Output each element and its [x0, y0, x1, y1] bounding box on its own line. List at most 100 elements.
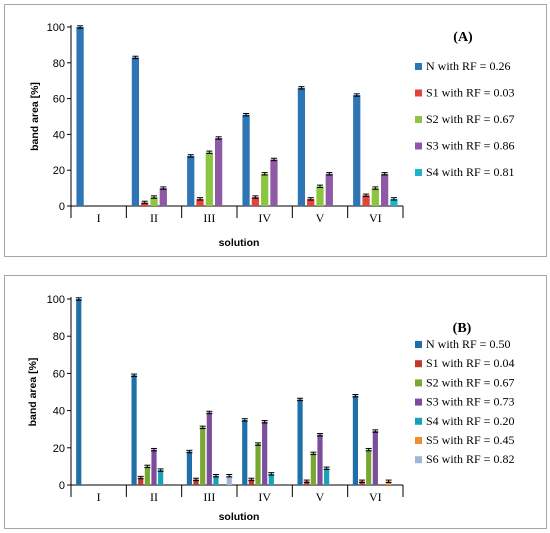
chart-a-bar: [242, 114, 250, 206]
chart-b-bar: [213, 475, 219, 485]
chart-b-category-label: III: [203, 490, 215, 504]
chart-b-y-tick-label: 100: [47, 294, 65, 306]
chart-a-y-tick-label: 100: [47, 22, 65, 34]
chart-b-y-tick-label: 20: [53, 443, 65, 455]
chart-panel-a: 0 20 40 60 80 100 band area [%] solution I II III I…: [4, 4, 547, 257]
chart-b-legend-swatch: [415, 417, 422, 425]
chart-a-category-label: VI: [369, 211, 382, 225]
chart-b-bar: [304, 481, 310, 485]
chart-b-legend-label: S6 with RF = 0.82: [426, 452, 514, 466]
chart-b-bar: [226, 475, 232, 485]
chart-a-bar: [150, 197, 158, 206]
chart-a-bar: [187, 155, 195, 206]
chart-b-legend-swatch: [415, 398, 422, 406]
chart-b-bar: [206, 412, 212, 485]
chart-panel-b: 0 20 40 60 80 100 band area [%] solution I II III I…: [4, 275, 547, 529]
chart-b-y-tick-label: 40: [53, 406, 65, 418]
chart-a-y-tick-label: 40: [53, 129, 65, 141]
chart-a-y-tick-label: 20: [53, 165, 65, 177]
chart-b-bar: [255, 444, 261, 485]
chart-b-legend-label: S4 with RF = 0.20: [426, 414, 514, 428]
chart-b-legend-label: S1 with RF = 0.04: [426, 356, 514, 370]
chart-a-bar: [131, 57, 140, 207]
chart-a-bar: [251, 197, 259, 206]
chart-b-legend-label: S2 with RF = 0.67: [426, 375, 514, 389]
chart-a-bar: [196, 198, 204, 206]
chart-a-y-tick-label: 0: [59, 201, 65, 213]
chart-b-bar: [324, 468, 330, 485]
chart-b-category-label: II: [150, 490, 158, 504]
chart-b-bar: [158, 470, 164, 485]
chart-b-legend-label: S3 with RF = 0.73: [426, 395, 514, 409]
chart-a-bar: [205, 152, 213, 206]
chart-b-bar: [268, 473, 274, 485]
chart-a-legend-label: S4 with RF = 0.81: [426, 165, 514, 179]
chart-b-y-tick-label: 0: [59, 480, 65, 492]
chart-a-legend-swatch: [415, 169, 422, 176]
chart-b-bar: [144, 466, 150, 485]
chart-b-y-tick-label: 60: [53, 368, 65, 380]
chart-b-bar: [297, 399, 303, 485]
chart-b-category-label: IV: [258, 490, 271, 504]
chart-b-title: (B): [453, 321, 472, 336]
chart-a-bar: [261, 173, 269, 206]
chart-a-bar: [316, 186, 324, 206]
chart-b-bar: [386, 481, 392, 485]
chart-b-bar: [242, 419, 248, 485]
chart-b-y-axis-label: band area [%]: [27, 358, 39, 427]
chart-a-legend-swatch: [415, 63, 422, 70]
chart-a-legend-label: S3 with RF = 0.86: [426, 139, 514, 153]
chart-b-bar: [310, 453, 316, 485]
chart-a-category-label: I: [97, 211, 101, 225]
chart-a-legend-label: S1 with RF = 0.03: [426, 86, 514, 100]
chart-a-bar: [325, 173, 333, 206]
chart-b-bar: [186, 451, 193, 485]
chart-a-title: (A): [453, 30, 473, 45]
chart-b-bar: [352, 395, 359, 485]
chart-b-legend-swatch: [415, 437, 422, 444]
chart-b-bar: [151, 449, 157, 485]
chart-a-bar: [353, 95, 361, 206]
chart-a-bar: [297, 87, 306, 206]
chart-a-bar: [270, 159, 278, 206]
chart-a-bar: [159, 188, 167, 206]
chart-a-category-label: III: [203, 211, 215, 225]
chart-b-bar: [76, 299, 82, 485]
chart-a-category-label: II: [150, 211, 158, 225]
chart-b-bar: [366, 449, 372, 485]
chart-b-bar: [193, 479, 199, 485]
chart-a-bar: [141, 202, 149, 206]
chart-b-category-label: V: [316, 490, 325, 504]
chart-b-bar: [262, 421, 268, 485]
chart-b-category-label: I: [97, 490, 101, 504]
chart-a-category-label: IV: [258, 211, 271, 225]
chart-b-bar: [131, 375, 137, 485]
chart-a-bar: [362, 195, 370, 206]
chart-a-y-axis-label: band area [%]: [29, 82, 41, 151]
chart-a-x-axis-label: solution: [219, 237, 260, 249]
chart-b-legend-swatch: [415, 341, 422, 348]
chart-b-legend-swatch: [415, 379, 422, 387]
chart-b-bar: [200, 427, 206, 485]
chart-a-y-tick-label: 80: [53, 58, 65, 70]
chart-a-legend-label: N with RF = 0.26: [426, 59, 510, 73]
chart-b-bar: [248, 479, 254, 485]
chart-a-legend-swatch: [415, 116, 422, 123]
chart-b-legend-label: S5 with RF = 0.45: [426, 433, 514, 447]
chart-b-category-label: VI: [369, 490, 382, 504]
chart-b-x-axis-label: solution: [219, 511, 260, 523]
chart-b-legend-swatch: [415, 456, 422, 464]
chart-b-bar: [372, 431, 378, 485]
chart-a-legend-swatch: [415, 142, 422, 150]
chart-b-legend-swatch: [415, 360, 422, 368]
chart-a-bar: [307, 198, 315, 206]
chart-b-bar: [359, 481, 365, 485]
chart-a-category-label: V: [316, 211, 325, 225]
chart-a-bar: [76, 27, 84, 206]
chart-a-bar: [390, 198, 398, 206]
chart-b-legend-label: N with RF = 0.50: [426, 337, 510, 351]
chart-a-bar: [371, 188, 379, 206]
chart-a-y-tick-label: 60: [53, 94, 65, 106]
